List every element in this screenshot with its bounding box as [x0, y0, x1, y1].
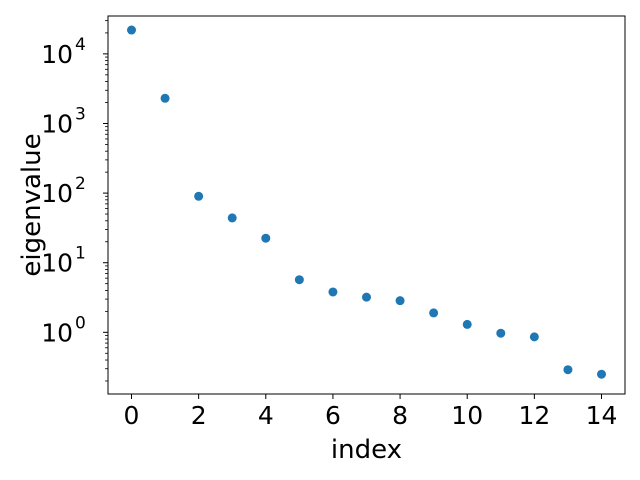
data-point: [160, 93, 170, 103]
y-tick-exponent: 2: [75, 174, 86, 194]
data-point: [227, 213, 237, 223]
x-tick-label: 6: [325, 401, 341, 430]
y-tick-base: 10: [41, 249, 73, 278]
data-point: [462, 319, 472, 329]
data-point: [261, 233, 271, 243]
data-point: [496, 328, 506, 338]
data-point: [395, 296, 405, 306]
x-tick-label: 4: [258, 401, 274, 430]
y-axis-label: eigenvalue: [17, 133, 47, 276]
x-tick-label: 8: [392, 401, 408, 430]
data-point: [429, 308, 439, 318]
x-tick-label: 2: [191, 401, 207, 430]
data-point: [597, 369, 606, 379]
y-tick-label: 10: [41, 179, 73, 208]
y-tick-exponent: 4: [75, 35, 86, 55]
data-points: [127, 25, 606, 379]
y-tick-label: 10: [41, 109, 73, 138]
y-tick-base: 10: [41, 40, 73, 69]
data-point: [362, 292, 371, 302]
y-tick-base: 10: [41, 318, 73, 347]
data-point: [529, 332, 539, 342]
y-tick-label: 10: [41, 249, 73, 278]
y-tick-base: 10: [41, 109, 73, 138]
plot-area: [107, 15, 626, 395]
x-tick-label: 0: [124, 401, 140, 430]
y-tick-exponent: 3: [75, 104, 86, 124]
data-point: [563, 365, 573, 375]
data-point: [328, 287, 338, 297]
y-tick-exponent: 0: [75, 313, 86, 333]
y-tick-base: 10: [41, 179, 73, 208]
y-tick-exponent: 1: [75, 244, 86, 264]
data-point: [127, 25, 136, 35]
data-point: [294, 275, 304, 285]
x-axis-label: index: [331, 435, 402, 465]
data-point: [194, 191, 204, 201]
y-tick-label: 10: [41, 40, 73, 69]
x-tick-label: 10: [451, 401, 483, 430]
x-tick-label: 14: [586, 401, 618, 430]
x-tick-label: 12: [518, 401, 550, 430]
y-tick-label: 10: [41, 318, 73, 347]
x-axis-ticks: 0 2 4 6 8 10 12 14: [124, 394, 618, 430]
